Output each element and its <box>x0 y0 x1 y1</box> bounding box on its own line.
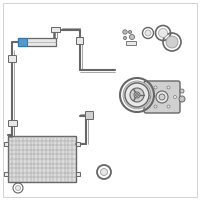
FancyBboxPatch shape <box>86 112 94 119</box>
Circle shape <box>148 96 151 98</box>
Circle shape <box>134 92 140 98</box>
FancyBboxPatch shape <box>76 38 84 45</box>
Circle shape <box>167 86 170 89</box>
Circle shape <box>154 105 157 108</box>
Circle shape <box>101 168 108 176</box>
Circle shape <box>158 28 168 38</box>
FancyBboxPatch shape <box>8 120 18 127</box>
Circle shape <box>125 83 149 107</box>
Circle shape <box>131 36 133 38</box>
Bar <box>4 142 8 146</box>
Circle shape <box>123 81 151 109</box>
FancyBboxPatch shape <box>144 81 180 113</box>
Circle shape <box>180 89 184 93</box>
Bar <box>18 38 27 46</box>
Circle shape <box>156 91 168 103</box>
Circle shape <box>130 88 144 102</box>
Bar <box>8 136 76 182</box>
FancyBboxPatch shape <box>8 55 16 62</box>
Circle shape <box>166 36 178 48</box>
Circle shape <box>124 37 126 39</box>
Bar <box>126 41 136 45</box>
Circle shape <box>145 30 151 36</box>
Circle shape <box>123 30 127 34</box>
Circle shape <box>124 36 127 40</box>
Bar <box>18 38 56 46</box>
Circle shape <box>16 186 21 190</box>
Circle shape <box>179 96 185 102</box>
Bar <box>51 27 60 32</box>
Circle shape <box>124 31 126 33</box>
Circle shape <box>154 86 157 89</box>
Bar <box>76 172 80 176</box>
Bar <box>4 172 8 176</box>
Circle shape <box>128 30 132 33</box>
Circle shape <box>130 34 134 40</box>
Circle shape <box>174 96 177 98</box>
Circle shape <box>167 105 170 108</box>
Circle shape <box>181 98 183 100</box>
Circle shape <box>129 31 131 33</box>
Bar <box>76 142 80 146</box>
Circle shape <box>159 94 165 100</box>
Circle shape <box>136 94 138 97</box>
